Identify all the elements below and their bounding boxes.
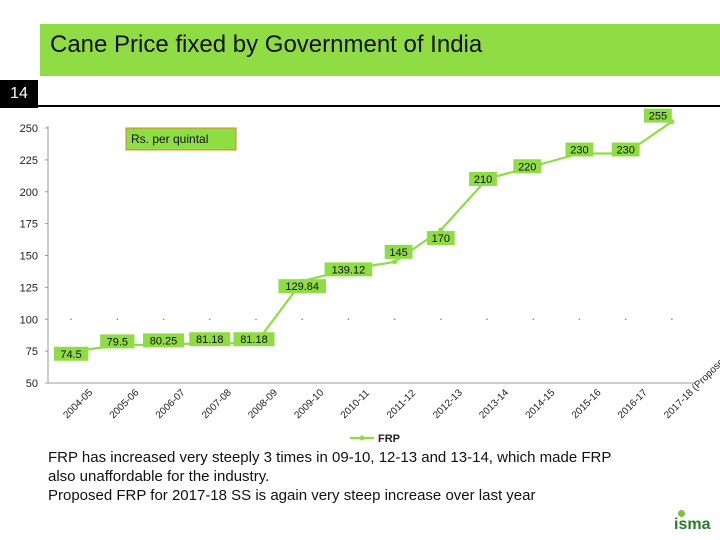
data-label: 139.12 [332, 264, 366, 276]
grid-dot [70, 318, 72, 321]
data-label: 210 [474, 174, 492, 186]
data-label: 230 [570, 145, 588, 157]
slide-number: 14 [0, 80, 38, 108]
data-label: 129.84 [285, 281, 319, 293]
isma-logo: isma [672, 510, 720, 540]
frp-line-chart: 50 75 100 125 150 175 200 225 250 2004-05 2005-06 2… [20, 108, 720, 445]
data-label-box [643, 108, 672, 123]
data-label-box [469, 172, 497, 186]
y-tick-label: 250 [20, 123, 38, 135]
x-tick-label: 2006-07 [154, 387, 188, 421]
x-tick-label: 2011-12 [385, 388, 419, 422]
data-label-box [143, 333, 185, 348]
y-tick-label: 175 [20, 219, 38, 231]
grid-dot [116, 318, 119, 321]
grid-dot [255, 318, 257, 321]
y-tick-label: 125 [20, 282, 38, 294]
data-label: 79.5 [107, 336, 128, 348]
data-label-box [324, 262, 373, 277]
note-line-3: Proposed FRP for 2017-18 SS is again ver… [48, 487, 536, 504]
header-divider [38, 105, 720, 107]
x-tick-label: 2009-10 [293, 387, 327, 421]
grid-dot [347, 318, 350, 321]
grid-dot [162, 318, 165, 321]
x-tick-label: 2007-08 [200, 387, 234, 421]
unit-annotation-box [125, 127, 237, 151]
note-line-2: also unaffordable for the industry. [48, 468, 270, 485]
y-tick-label: 75 [26, 346, 38, 358]
data-label: 145 [389, 247, 407, 259]
grid-dot [301, 318, 303, 321]
x-tick-label: 2013-14 [477, 387, 511, 421]
x-tick-label: 2010-11 [339, 388, 373, 422]
notes: FRP has increased very steeply 3 times i… [48, 448, 668, 505]
data-label: 81.18 [196, 334, 224, 346]
data-label-box [611, 142, 640, 157]
grid-dot [532, 318, 535, 321]
y-tick-label: 100 [20, 314, 38, 326]
data-label-box [513, 159, 542, 174]
y-tick-label: 225 [20, 155, 38, 167]
data-label: 170 [432, 233, 450, 245]
grid-dot [671, 318, 673, 321]
grid-dot [486, 318, 488, 321]
frp-data-point [392, 259, 398, 265]
data-label-box [53, 346, 89, 361]
y-tick-label: 150 [20, 251, 38, 263]
data-label-box [565, 142, 594, 157]
x-tick-label: 2017-18 (Proposed) [662, 350, 720, 421]
grid-dot [208, 318, 211, 321]
x-tick-label: 2005-06 [108, 387, 142, 421]
x-tick-label: 2012-13 [431, 387, 465, 421]
data-label-box [189, 332, 231, 347]
grid-dot [578, 318, 581, 321]
data-label: 230 [616, 145, 634, 157]
grid-dot [624, 318, 627, 321]
unit-annotation: Rs. per quintal [131, 132, 208, 146]
x-tick-label: 2014-15 [524, 387, 558, 421]
grid-dot [440, 318, 442, 321]
data-label: 220 [518, 161, 536, 173]
logo-dot-icon [678, 510, 685, 517]
legend-marker [359, 435, 365, 441]
data-label-box [426, 231, 455, 245]
legend-label: FRP [378, 433, 400, 445]
data-label: 255 [649, 111, 667, 123]
x-tick-label: 2004-05 [61, 387, 95, 421]
data-label-box [278, 279, 326, 294]
grid-dot [393, 318, 396, 321]
note-line-1: FRP has increased very steeply 3 times i… [48, 449, 612, 466]
data-label: 74.5 [60, 349, 81, 361]
logo-text: isma [674, 516, 711, 533]
title-bar [40, 24, 720, 76]
x-tick-label: 2016-17 [616, 387, 650, 421]
data-label: 81.18 [240, 334, 268, 346]
data-label-box [100, 334, 135, 349]
x-tick-label: 2008-09 [246, 387, 280, 421]
slide-title: Cane Price fixed by Government of India [50, 31, 483, 58]
data-label-box [233, 332, 275, 347]
y-tick-label: 50 [26, 378, 38, 390]
data-label: 80.25 [150, 335, 178, 347]
y-tick-label: 200 [20, 187, 38, 199]
data-label-box [384, 244, 413, 259]
x-tick-label: 2015-16 [570, 387, 604, 421]
